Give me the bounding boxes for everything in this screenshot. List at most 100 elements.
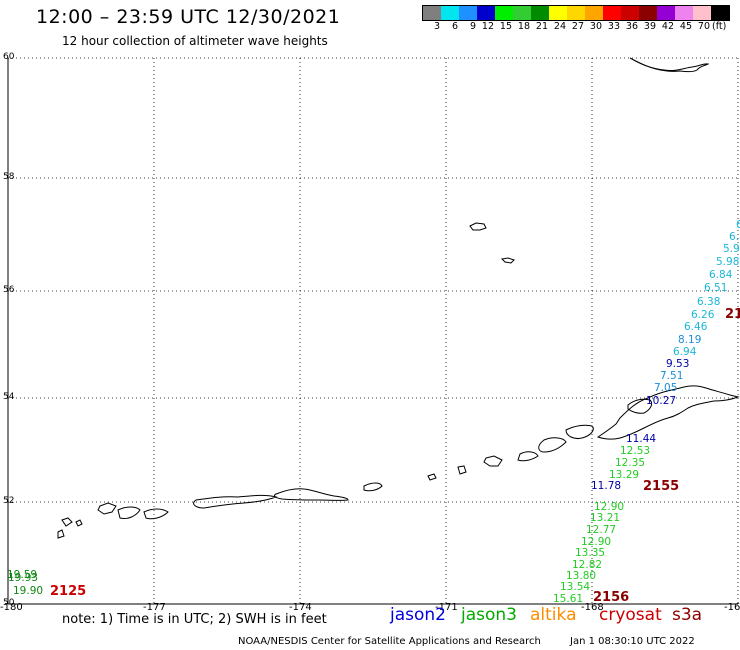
pass-time-label: 2156 (593, 590, 629, 605)
swh-value-label: 6.51 (704, 282, 727, 294)
pass-time-label: 2155 (643, 479, 679, 494)
swh-value-label: 12.82 (572, 559, 602, 571)
swh-value-label: 12.77 (586, 524, 616, 536)
latitude-tick-label: 54 (3, 392, 15, 402)
legend-unit: (ft) (712, 21, 727, 32)
island-c (565, 424, 594, 439)
legend-label: 39 (643, 21, 656, 32)
legend-label: 42 (661, 21, 674, 32)
swh-observations: 66.5.95.986.846.51 6.386.266.468.196.949.… (7, 219, 740, 605)
legend-swatch (657, 6, 675, 20)
near-islands-b (117, 506, 141, 519)
legend-swatch (441, 6, 459, 20)
latitude-tick-label: 56 (3, 285, 15, 295)
satellite-legend-s3a: s3a (672, 605, 703, 625)
footer: NOAA/NESDIS Center for Satellite Applica… (238, 636, 695, 647)
longitude-tick-label: -180 (0, 602, 23, 613)
legend-label: 9 (469, 21, 476, 32)
legend-swatch (711, 6, 729, 20)
swh-value-label: 12.90 (581, 536, 611, 548)
swh-value-label: 6 (736, 219, 740, 231)
legend-label: 3 (433, 21, 440, 32)
swh-value-label: 12.53 (620, 445, 650, 457)
island-f (483, 455, 503, 467)
footer-timestamp: Jan 1 08:30:10 UTC 2022 (570, 636, 695, 647)
alaska-coast-north (629, 57, 710, 73)
swh-value-label: 19.59 (7, 569, 37, 581)
legend-swatch (585, 6, 603, 20)
island-i (363, 482, 383, 492)
legend-swatch (459, 6, 477, 20)
legend-swatch (603, 6, 621, 20)
legend-label: 18 (517, 21, 530, 32)
satellite-legend-cryosat: cryosat (599, 605, 662, 625)
footer-credit: NOAA/NESDIS Center for Satellite Applica… (238, 636, 541, 647)
swh-value-label: 6.94 (673, 346, 697, 358)
legend-label: 21 (535, 21, 548, 32)
legend-swatch (693, 6, 711, 20)
swh-value-label: 13.35 (575, 547, 605, 559)
legend-label: 15 (499, 21, 512, 32)
swh-value-label: 6. (729, 231, 739, 243)
pass-time-label: 21 (725, 307, 740, 322)
swh-value-label: 13.29 (609, 469, 639, 481)
near-islands-c (143, 508, 169, 520)
latitude-tick-label: 58 (3, 172, 15, 182)
near-islands-d (61, 517, 73, 527)
island-a (469, 222, 487, 231)
swh-value-label: 12.35 (615, 457, 645, 469)
swh-value-label: 13.80 (566, 570, 596, 582)
alaska-peninsula (596, 385, 740, 440)
page-title: 12:00 – 23:59 UTC 12/30/2021 (36, 6, 341, 28)
swh-value-label: 11.44 (626, 433, 656, 445)
legend-swatch (549, 6, 567, 20)
latitude-tick-label: 52 (3, 496, 15, 506)
longitude-tick-label: -174 (289, 602, 312, 613)
coastline (57, 57, 740, 539)
legend-label: 36 (625, 21, 638, 32)
legend-swatch (495, 6, 513, 20)
satellite-legend-jason2: jason2 (390, 605, 446, 625)
legend-swatch (423, 6, 441, 20)
latitude-tick-label: 60 (3, 52, 15, 62)
legend-label: 45 (679, 21, 692, 32)
longitude-tick-label: -177 (143, 602, 166, 613)
latitude-tick-label: 50 (3, 598, 15, 608)
unimak-island (627, 398, 653, 414)
satellite-legend-jason3: jason3 (461, 605, 517, 625)
legend-label: 70 (697, 21, 710, 32)
island-h (427, 473, 437, 481)
near-islands-e (57, 529, 65, 539)
map-grid (8, 57, 739, 604)
legend-label: 12 (481, 21, 494, 32)
swh-value-label: 5.9 (723, 243, 740, 255)
longitude-tick-label: -16 (724, 602, 740, 613)
swh-value-label: 6.26 (691, 309, 715, 321)
swh-value-label: 7.05 (654, 382, 677, 394)
near-islands-f (75, 519, 83, 527)
swh-value-label: 19.90 (13, 585, 43, 597)
andreanof-islands (273, 488, 349, 501)
swh-value-label: 8.19 (678, 334, 701, 346)
legend-swatch (675, 6, 693, 20)
swh-value-label: 6.84 (709, 269, 733, 281)
rat-islands (193, 494, 278, 509)
island-d (538, 437, 567, 453)
swh-value-label: 5.98 (716, 256, 739, 268)
legend-swatch (531, 6, 549, 20)
pass-time-label: 2125 (50, 584, 86, 599)
legend-label: 24 (553, 21, 566, 32)
color-legend (422, 5, 730, 21)
swh-value-label: 11.78 (591, 480, 621, 492)
legend-swatch (639, 6, 657, 20)
near-islands-a (97, 502, 117, 515)
island-g (457, 465, 467, 475)
longitude-tick-label: -168 (581, 602, 604, 613)
map-frame (7, 58, 738, 605)
swh-value-label: 9.53 (666, 358, 689, 370)
swh-value-label: 6.46 (684, 321, 708, 333)
swh-value-label: 12.90 (594, 501, 624, 513)
swh-value-label: 7.51 (660, 370, 683, 382)
longitude-tick-label: -171 (435, 602, 458, 613)
